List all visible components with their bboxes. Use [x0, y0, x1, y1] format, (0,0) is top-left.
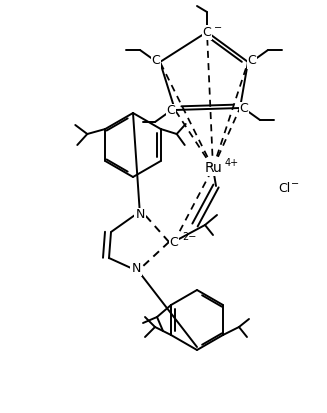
Text: −: − [214, 23, 222, 33]
Text: C: C [203, 26, 211, 38]
Text: 4+: 4+ [225, 158, 239, 168]
Text: C: C [152, 55, 160, 67]
Text: N: N [131, 261, 141, 275]
Text: Cl: Cl [278, 181, 290, 195]
Text: C: C [248, 55, 256, 67]
Text: Ru: Ru [204, 161, 222, 175]
Text: C: C [240, 102, 249, 116]
Text: 2−: 2− [182, 232, 197, 242]
Text: N: N [135, 209, 145, 221]
Text: C: C [167, 104, 175, 118]
Text: C: C [170, 235, 178, 249]
Text: −: − [291, 179, 299, 189]
